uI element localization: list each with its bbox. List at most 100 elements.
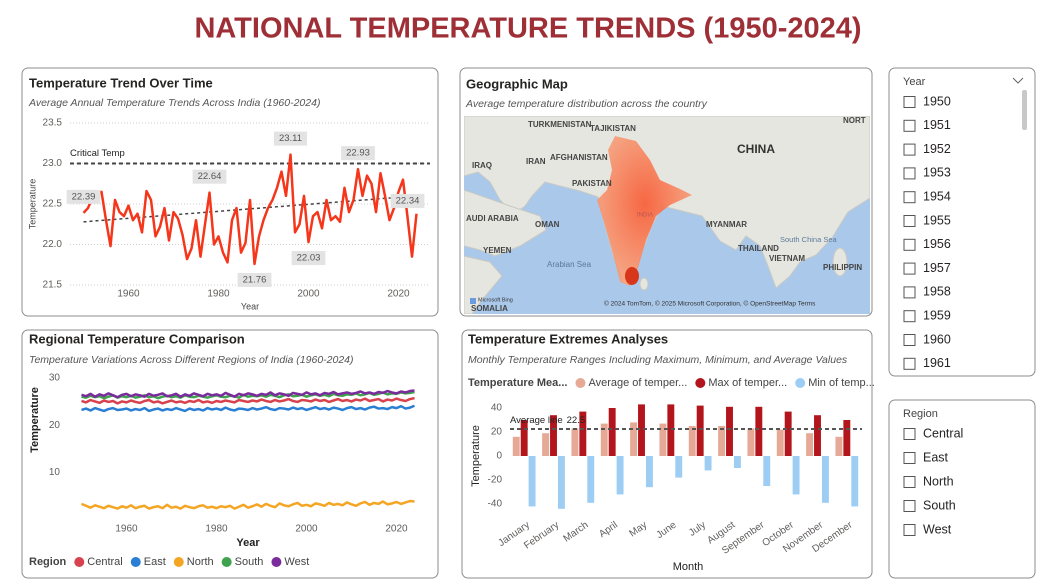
x-tick-label: 2000 [295,524,318,535]
bar [659,423,667,456]
checkbox[interactable] [903,428,916,440]
slicer-item[interactable]: North [923,474,954,488]
slicer-item[interactable]: 1957 [923,261,951,275]
legend-swatch [695,378,706,388]
checkbox[interactable] [903,500,916,512]
bar [696,405,704,456]
bar [843,420,851,456]
bar [600,423,608,456]
map-label: SOMALIA [471,304,508,313]
legend-label: South [235,556,264,568]
slicer-item[interactable]: West [923,522,952,536]
x-tick-label: 1980 [205,524,228,535]
map-label: PHILIPPIN [823,263,862,272]
checkbox[interactable] [903,143,916,156]
y-tick-label: 40 [491,403,503,414]
y-tick-label: -40 [488,499,503,510]
map-label: Arabian Sea [547,260,592,269]
bar [667,404,675,456]
map-label: MYANMAR [706,220,747,229]
map-label: VIETNAM [769,254,805,263]
y-tick-label: -20 [488,475,503,486]
page-title: NATIONAL TEMPERATURE TRENDS (1950-2024) [194,13,861,45]
data-label: 21.76 [243,274,267,285]
checkbox[interactable] [903,96,916,108]
slicer-item[interactable]: 1956 [923,237,951,251]
bar [638,404,645,456]
checkbox[interactable] [903,215,916,227]
data-label-bg [192,169,227,184]
land [639,277,649,291]
map-label: CHINA [737,142,775,156]
slicer-item[interactable]: 1960 [923,332,951,346]
bar [704,456,712,471]
checkbox[interactable] [903,167,916,180]
bar [608,408,616,456]
slicer-item[interactable]: 1953 [923,166,951,180]
bar [814,415,821,456]
y-tick-label: 23.0 [43,158,63,169]
average-label-name: Average line [510,415,563,426]
slicer-item[interactable]: 1951 [923,118,951,132]
slicer-item[interactable]: East [923,450,949,464]
checkbox[interactable] [903,476,916,488]
legend-label: Min of temp... [808,377,875,389]
bar [747,428,755,456]
bar [718,426,726,456]
chart-subtitle: Monthly Temperature Ranges Including Max… [468,354,848,366]
slicer-item[interactable]: South [923,498,956,512]
logo [470,298,476,304]
average-label: Average line 22.5 [510,415,585,426]
map-logo: Microsoft Bing [478,297,513,303]
checkbox[interactable] [903,262,916,275]
checkbox[interactable] [903,286,916,299]
checkbox[interactable] [903,119,916,132]
data-label: 23.11 [279,133,302,144]
line [81,404,415,413]
slicer-item[interactable]: 1954 [923,189,951,203]
bar [792,456,800,495]
y-tick-label: 21.5 [43,280,63,291]
heat-region [597,136,692,286]
chart-title: Regional Temperature Comparison [29,331,245,346]
bar [528,456,536,507]
legend-label: Average of temper... [588,377,687,389]
checkbox[interactable] [903,238,916,251]
y-tick-label: 30 [49,372,61,383]
chart-subtitle: Temperature Variations Across Different … [29,354,354,366]
checkbox[interactable] [903,524,916,536]
bar [835,436,843,456]
legend-label: Central [87,556,122,568]
data-label: 22.34 [396,195,420,206]
slicer-item[interactable]: 1952 [923,142,951,156]
x-axis-title: Year [236,537,260,549]
slicer-title: Region [903,408,938,420]
checkbox[interactable] [903,357,916,370]
slicer-item[interactable]: 1958 [923,285,951,299]
slicer-item[interactable]: 1955 [923,213,951,227]
data-label-bg [66,189,101,204]
slicer-item[interactable]: Central [923,426,963,440]
data-label-bg [273,131,308,146]
slicer-item[interactable]: 1950 [923,94,951,108]
data-label-bg [341,146,375,161]
legend-swatch [221,557,232,567]
slicer-title: Year [903,76,926,88]
card [21,329,439,579]
legend-title: Temperature Mea... [468,377,567,389]
bar [733,456,741,468]
map-label: AUDI ARABIA [466,214,519,223]
chevron[interactable] [1012,77,1024,84]
land [464,189,547,257]
y-tick-label: 20 [49,420,61,431]
checkbox[interactable] [903,334,916,346]
slicer-item[interactable]: 1959 [923,308,951,322]
checkbox[interactable] [903,191,916,204]
slicer-item[interactable]: 1961 [923,356,951,370]
y-axis-title: Temperature [29,387,41,453]
legend-swatch [795,378,806,388]
checkbox[interactable] [903,452,916,464]
checkbox[interactable] [903,310,916,323]
scrollbar[interactable] [1022,90,1027,130]
